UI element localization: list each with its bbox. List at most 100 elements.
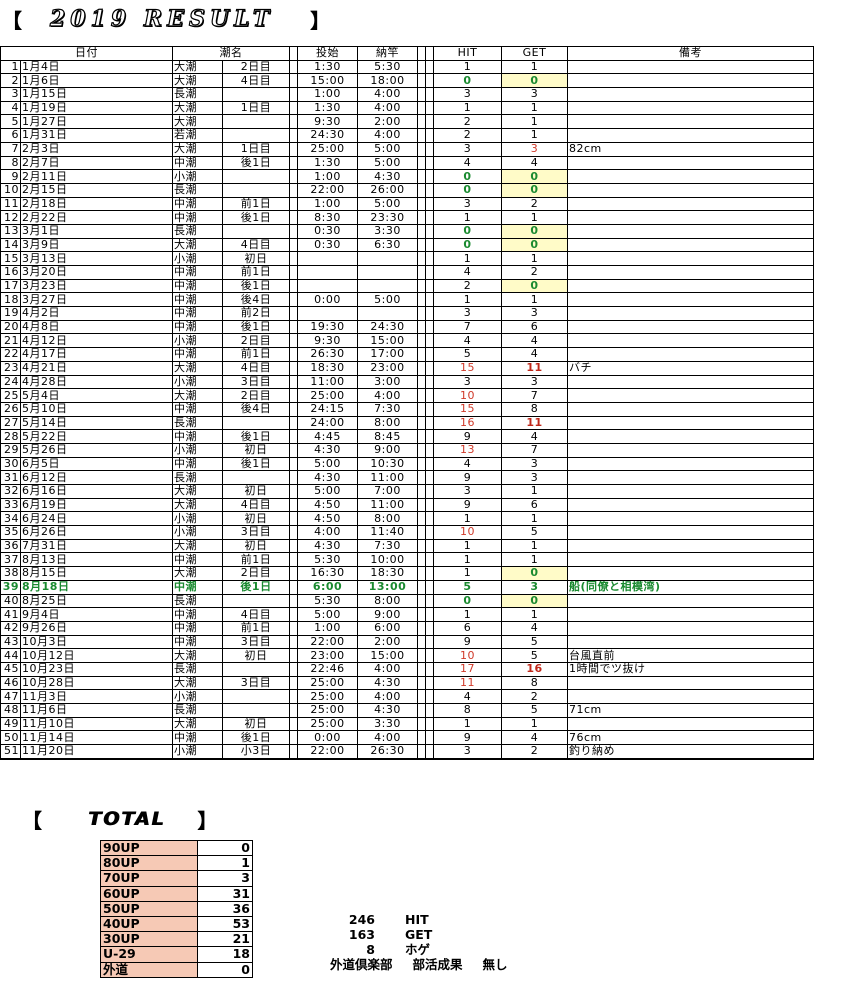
row-date: 7月31日	[20, 539, 173, 554]
row-cast-start	[297, 251, 358, 266]
row-rod-stow: 6:30	[357, 238, 418, 253]
row-number: 15	[0, 251, 21, 266]
size-label: 70UP	[100, 870, 198, 887]
row-cast-start: 5:00	[297, 457, 358, 472]
row-tide-day: 4日目	[222, 498, 290, 513]
col-remarks: 備考	[567, 46, 814, 61]
row-rod-stow: 5:00	[357, 197, 418, 212]
row-hit: 4	[433, 265, 502, 280]
row-number: 37	[0, 552, 21, 568]
size-total-row: U-29 18	[100, 946, 253, 963]
row-date: 11月20日	[20, 744, 173, 760]
row-get: 16	[501, 662, 568, 677]
row-get: 3	[501, 580, 568, 595]
row-tide: 中潮	[172, 347, 223, 362]
table-row: 37 8月13日 中潮 前1日 5:30 10:00 1 1	[0, 552, 814, 568]
row-get: 1	[501, 251, 568, 266]
row-tide-day	[222, 128, 290, 143]
row-tide: 長潮	[172, 416, 223, 431]
row-get: 1	[501, 607, 568, 622]
row-cast-start: 25:00	[297, 717, 358, 732]
row-rod-stow: 3:30	[357, 224, 418, 239]
summary-hit: 246 HIT	[330, 912, 508, 927]
row-number: 2	[0, 73, 21, 89]
row-number: 25	[0, 388, 21, 403]
row-get: 4	[501, 347, 568, 362]
row-hit: 0	[433, 169, 502, 184]
row-number: 13	[0, 224, 21, 239]
row-number: 20	[0, 320, 21, 335]
row-get: 2	[501, 744, 568, 760]
row-date: 5月4日	[20, 388, 173, 403]
row-remarks	[567, 238, 814, 253]
table-row: 12 2月22日 中潮 後1日 8:30 23:30 1 1	[0, 210, 814, 225]
row-tide: 中潮	[172, 197, 223, 212]
row-rod-stow	[357, 265, 418, 280]
size-label: 90UP	[100, 839, 198, 857]
row-number: 33	[0, 498, 21, 513]
row-cast-start: 0:30	[297, 238, 358, 253]
row-tide: 中潮	[172, 552, 223, 568]
row-rod-stow: 11:00	[357, 498, 418, 513]
table-row: 28 5月22日 中潮 後1日 4:45 8:45 9 4	[0, 429, 814, 444]
row-cast-start: 1:00	[297, 621, 358, 636]
row-remarks	[567, 498, 814, 513]
row-hit: 2	[433, 114, 502, 130]
row-get: 1	[501, 101, 568, 116]
row-number: 47	[0, 689, 21, 704]
row-remarks	[567, 443, 814, 458]
row-date: 5月14日	[20, 416, 173, 431]
row-rod-stow: 26:00	[357, 183, 418, 198]
row-date: 4月2日	[20, 306, 173, 321]
row-date: 8月25日	[20, 594, 173, 609]
row-tide-day	[222, 224, 290, 239]
row-date: 10月23日	[20, 662, 173, 677]
row-tide-day: 4日目	[222, 607, 290, 622]
row-tide: 長潮	[172, 703, 223, 718]
row-remarks	[567, 265, 814, 280]
row-remarks	[567, 114, 814, 130]
row-tide-day	[222, 703, 290, 718]
table-row: 16 3月20日 中潮 前1日 4 2	[0, 265, 814, 280]
row-cast-start: 22:00	[297, 744, 358, 760]
col-get: GET	[501, 46, 568, 61]
row-rod-stow: 18:30	[357, 566, 418, 581]
row-hit: 3	[433, 197, 502, 212]
row-tide-day: 後1日	[222, 580, 290, 595]
row-get: 0	[501, 183, 568, 198]
row-tide-day: 初日	[222, 443, 290, 458]
row-cast-start: 24:15	[297, 402, 358, 417]
row-hit: 3	[433, 306, 502, 321]
table-row: 11 2月18日 中潮 前1日 1:00 5:00 3 2	[0, 197, 814, 212]
size-count: 1	[197, 855, 253, 872]
row-hit: 1	[433, 210, 502, 225]
row-rod-stow: 9:00	[357, 443, 418, 458]
row-number: 34	[0, 511, 21, 527]
row-cast-start: 4:30	[297, 443, 358, 458]
table-row: 38 8月15日 大潮 2日目 16:30 18:30 1 0	[0, 566, 814, 581]
row-number: 27	[0, 416, 21, 431]
row-rod-stow: 4:00	[357, 128, 418, 143]
row-tide: 長潮	[172, 224, 223, 239]
row-remarks	[567, 347, 814, 362]
row-hit: 0	[433, 594, 502, 609]
row-get: 0	[501, 224, 568, 239]
row-remarks	[567, 416, 814, 431]
row-tide-day: 初日	[222, 251, 290, 266]
row-tide-day: 初日	[222, 484, 290, 499]
row-tide: 大潮	[172, 717, 223, 732]
table-row: 33 6月19日 大潮 4日目 4:50 11:00 9 6	[0, 498, 814, 513]
row-get: 0	[501, 594, 568, 609]
row-hit: 1	[433, 511, 502, 527]
row-number: 1	[0, 60, 21, 75]
table-row: 6 1月31日 若潮 24:30 4:00 2 1	[0, 128, 814, 143]
size-label: 80UP	[100, 855, 198, 872]
table-row: 21 4月12日 小潮 2日目 9:30 15:00 4 4	[0, 333, 814, 349]
row-rod-stow: 8:45	[357, 429, 418, 444]
row-tide: 中潮	[172, 730, 223, 746]
row-rod-stow: 8:00	[357, 416, 418, 431]
row-tide-day: 後1日	[222, 156, 290, 171]
row-cast-start: 25:00	[297, 142, 358, 157]
row-get: 11	[501, 416, 568, 431]
row-cast-start: 0:30	[297, 224, 358, 239]
